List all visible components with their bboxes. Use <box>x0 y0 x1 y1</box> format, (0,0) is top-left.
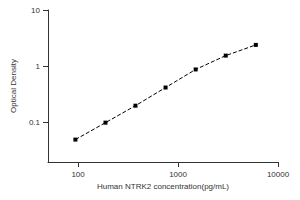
svg-text:1: 1 <box>36 62 41 71</box>
svg-text:10000: 10000 <box>267 170 290 179</box>
svg-text:10: 10 <box>31 6 40 15</box>
svg-text:0.1: 0.1 <box>29 118 41 127</box>
svg-text:Human NTRK2 concentration(pg/m: Human NTRK2 concentration(pg/mL) <box>97 182 229 191</box>
svg-text:100: 100 <box>71 170 85 179</box>
svg-text:Optical Density: Optical Density <box>9 59 18 113</box>
svg-text:1000: 1000 <box>169 170 187 179</box>
